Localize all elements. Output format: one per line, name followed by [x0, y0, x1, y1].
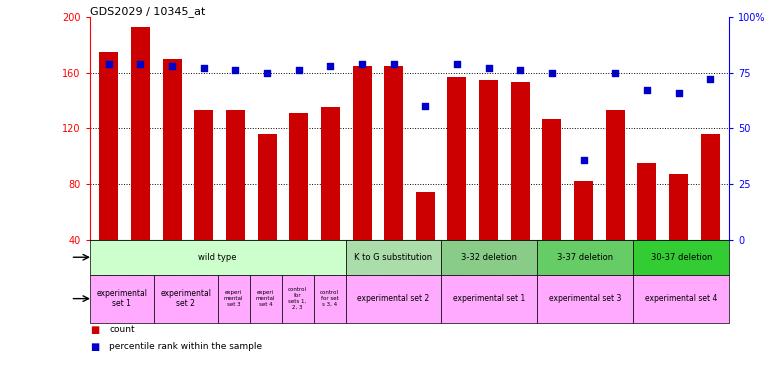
Point [546, 70, 558, 76]
Bar [633, 240, 729, 275]
Bar [90, 275, 154, 322]
Bar [633, 275, 729, 322]
Text: experimental
set 1: experimental set 1 [96, 289, 147, 308]
Text: experi
mental
set 3: experi mental set 3 [224, 290, 243, 307]
Point [514, 68, 526, 74]
Bar [700, 134, 720, 296]
Bar [479, 80, 498, 296]
Text: control
for
sets 1,
2, 3: control for sets 1, 2, 3 [288, 287, 307, 310]
Bar [385, 66, 403, 296]
Bar [99, 52, 119, 296]
Bar [226, 110, 245, 296]
Text: 3-37 deletion: 3-37 deletion [558, 253, 613, 262]
Point [482, 65, 495, 71]
Text: GDS2029 / 10345_at: GDS2029 / 10345_at [90, 6, 205, 17]
Bar [416, 192, 434, 296]
Bar [346, 275, 441, 322]
Bar [257, 134, 277, 296]
Bar [441, 275, 537, 322]
Bar [346, 240, 441, 275]
Bar [250, 275, 282, 322]
Bar [194, 110, 213, 296]
Point [102, 61, 115, 67]
Point [134, 61, 147, 67]
Point [261, 70, 273, 76]
Point [197, 65, 210, 71]
Text: 30-37 deletion: 30-37 deletion [651, 253, 712, 262]
Bar [637, 163, 657, 296]
Point [451, 61, 463, 67]
Point [388, 61, 400, 67]
Point [292, 68, 305, 74]
Text: ■: ■ [90, 325, 99, 335]
Text: experi
mental
set 4: experi mental set 4 [256, 290, 275, 307]
Bar [314, 275, 346, 322]
Bar [511, 82, 530, 296]
Bar [321, 107, 340, 296]
Bar [162, 58, 182, 296]
Point [640, 87, 653, 93]
Text: experimental set 3: experimental set 3 [549, 294, 622, 303]
Text: 3-32 deletion: 3-32 deletion [462, 253, 517, 262]
Point [229, 68, 242, 74]
Bar [606, 110, 625, 296]
Point [577, 156, 590, 162]
Bar [669, 174, 688, 296]
Text: experimental set 1: experimental set 1 [453, 294, 526, 303]
Text: experimental set 4: experimental set 4 [645, 294, 718, 303]
Point [356, 61, 368, 67]
Text: percentile rank within the sample: percentile rank within the sample [109, 342, 262, 351]
Bar [282, 275, 314, 322]
Point [704, 76, 717, 82]
Text: wild type: wild type [198, 253, 237, 262]
Bar [289, 113, 308, 296]
Text: experimental set 2: experimental set 2 [357, 294, 430, 303]
Point [609, 70, 622, 76]
Bar [90, 240, 346, 275]
Bar [537, 240, 633, 275]
Point [672, 90, 685, 96]
Point [166, 63, 179, 69]
Bar [574, 181, 593, 296]
Bar [448, 77, 466, 296]
Text: count: count [109, 326, 135, 334]
Point [324, 63, 337, 69]
Bar [131, 27, 150, 296]
Text: control
for set
s 3, 4: control for set s 3, 4 [320, 290, 339, 307]
Bar [537, 275, 633, 322]
Point [419, 103, 431, 109]
Bar [542, 118, 562, 296]
Text: K to G substitution: K to G substitution [354, 253, 433, 262]
Bar [218, 275, 250, 322]
Bar [353, 66, 371, 296]
Text: experimental
set 2: experimental set 2 [160, 289, 211, 308]
Bar [154, 275, 218, 322]
Text: ■: ■ [90, 342, 99, 352]
Bar [441, 240, 537, 275]
